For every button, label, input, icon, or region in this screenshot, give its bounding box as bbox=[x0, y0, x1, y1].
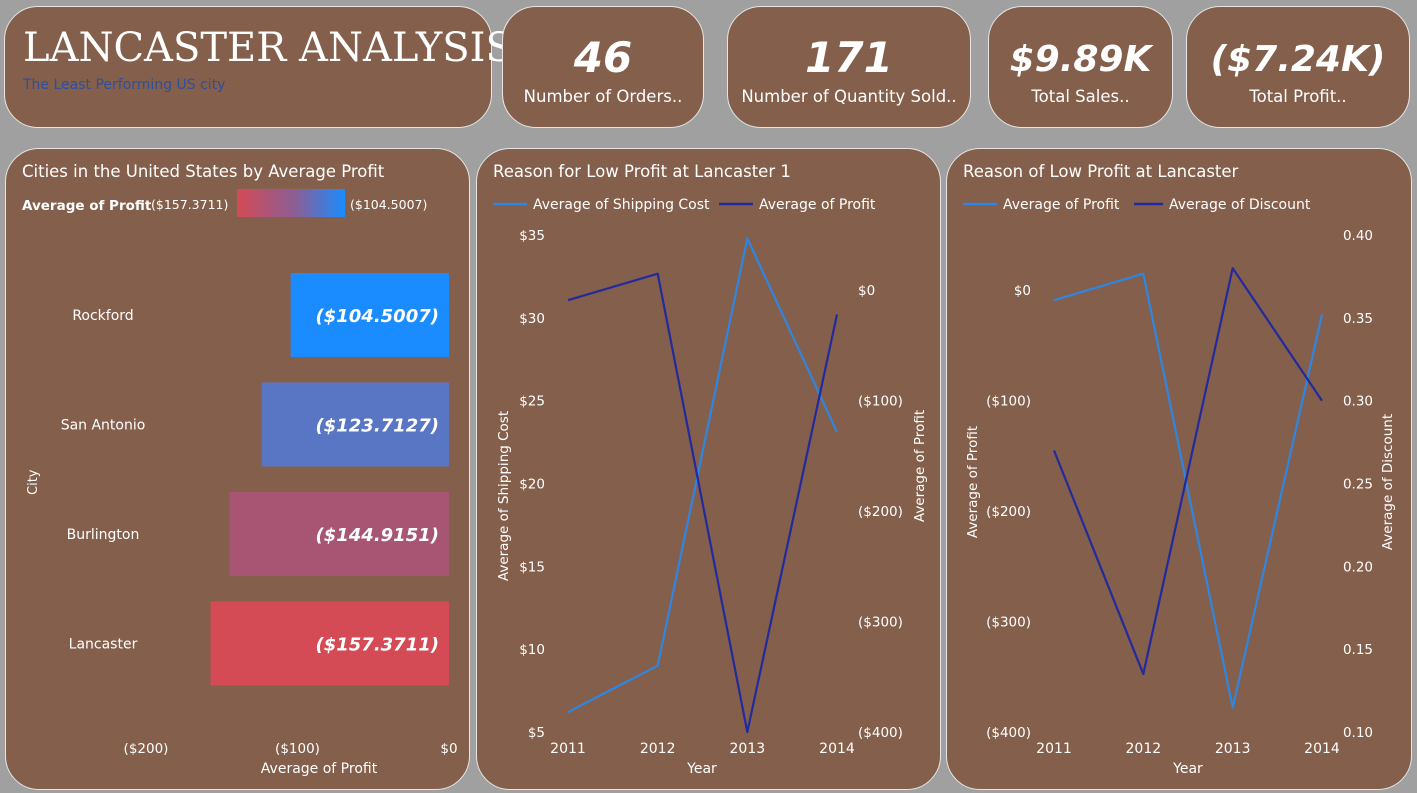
data-label: ($104.5007) bbox=[316, 306, 440, 327]
chart3-title: Reason of Low Profit at Lancaster bbox=[963, 162, 1239, 181]
kpi-profit-value: ($7.24K) bbox=[1210, 39, 1386, 80]
y-right-tick-label: ($100) bbox=[858, 394, 903, 410]
chart3-y-right-label: Average of Discount bbox=[1380, 414, 1396, 550]
bar-burlington[interactable] bbox=[229, 492, 449, 576]
y-tick-label: San Antonio bbox=[61, 418, 146, 434]
x-tick-label: 2012 bbox=[1126, 741, 1162, 757]
chart1-legend-max: ($104.5007) bbox=[350, 197, 427, 212]
kpi-card-orders[interactable]: 46 Number of Orders.. bbox=[502, 6, 704, 128]
bar-lancaster[interactable] bbox=[210, 601, 449, 686]
y-left-tick-label: $10 bbox=[519, 642, 545, 658]
chart2-x-axis-label: Year bbox=[686, 761, 717, 777]
kpi-orders-value: 46 bbox=[573, 33, 633, 82]
profit-discount-panel[interactable]: Reason of Low Profit at Lancaster Averag… bbox=[946, 148, 1412, 790]
y-left-tick-label: ($200) bbox=[986, 504, 1031, 520]
chart3-y-left-label: Average of Profit bbox=[965, 426, 981, 538]
y-right-tick-label: 0.25 bbox=[1343, 477, 1373, 493]
kpi-orders-label: Number of Orders.. bbox=[523, 87, 683, 106]
kpi-card-profit[interactable]: ($7.24K) Total Profit.. bbox=[1186, 6, 1410, 128]
y-right-tick-label: $0 bbox=[858, 283, 875, 299]
series-line-average-of-discount[interactable] bbox=[1052, 266, 1323, 676]
x-tick-label: 2011 bbox=[550, 741, 586, 757]
chart2-y-left-label: Average of Shipping Cost bbox=[496, 411, 512, 581]
x-tick-label: 2014 bbox=[819, 741, 855, 757]
chart1-x-axis-label: Average of Profit bbox=[261, 761, 378, 777]
title-card: LANCASTER ANALYSIS The Least Performing … bbox=[4, 6, 513, 128]
kpi-sales-label: Total Sales.. bbox=[1031, 87, 1130, 106]
y-right-tick-label: 0.35 bbox=[1343, 311, 1373, 327]
y-right-tick-label: 0.40 bbox=[1343, 228, 1373, 244]
x-tick-label: 2011 bbox=[1036, 741, 1072, 757]
chart1-legend-title: Average of Profit bbox=[22, 198, 152, 214]
city-profit-panel[interactable]: Cities in the United States by Average P… bbox=[5, 148, 470, 790]
kpi-sales-value: $9.89K bbox=[1009, 39, 1152, 80]
series-line-average-of-profit[interactable] bbox=[567, 272, 839, 734]
x-tick-label: $0 bbox=[440, 741, 457, 757]
chart3-x-axis-label: Year bbox=[1172, 761, 1203, 777]
kpi-card-quantity[interactable]: 171 Number of Quantity Sold.. bbox=[727, 6, 971, 128]
x-tick-label: 2012 bbox=[640, 741, 676, 757]
x-tick-label: 2013 bbox=[1215, 741, 1251, 757]
dashboard-title: LANCASTER ANALYSIS bbox=[23, 25, 513, 71]
chart3-legend-discount: Average of Discount bbox=[1169, 197, 1311, 213]
data-label: ($157.3711) bbox=[316, 635, 440, 656]
kpi-card-sales[interactable]: $9.89K Total Sales.. bbox=[988, 6, 1173, 128]
kpi-profit-label: Total Profit.. bbox=[1249, 87, 1347, 106]
data-label: ($123.7127) bbox=[316, 416, 440, 437]
y-left-tick-label: $30 bbox=[519, 311, 545, 327]
y-right-tick-label: ($300) bbox=[858, 615, 903, 631]
x-tick-label: 2013 bbox=[730, 741, 766, 757]
y-right-tick-label: 0.30 bbox=[1343, 394, 1373, 410]
y-right-tick-label: ($200) bbox=[858, 504, 903, 520]
chart2-title: Reason for Low Profit at Lancaster 1 bbox=[493, 162, 791, 181]
profit-discount-line-chart[interactable]: Reason of Low Profit at Lancaster Averag… bbox=[947, 149, 1413, 791]
bar-rockford[interactable] bbox=[290, 273, 449, 357]
y-left-tick-label: $0 bbox=[1014, 283, 1031, 299]
chart1-title: Cities in the United States by Average P… bbox=[22, 162, 385, 181]
chart2-y-right-label: Average of Profit bbox=[912, 410, 928, 522]
x-tick-label: ($100) bbox=[275, 741, 320, 757]
chart2-legend-shipping: Average of Shipping Cost bbox=[533, 197, 710, 213]
y-left-tick-label: ($100) bbox=[986, 394, 1031, 410]
y-tick-label: Rockford bbox=[72, 308, 133, 324]
y-right-tick-label: 0.20 bbox=[1343, 559, 1373, 575]
y-tick-label: Lancaster bbox=[69, 637, 138, 653]
y-left-tick-label: $15 bbox=[519, 559, 545, 575]
chart2-legend-profit: Average of Profit bbox=[759, 197, 876, 213]
data-label: ($144.9151) bbox=[316, 525, 440, 546]
x-tick-label: 2014 bbox=[1304, 741, 1340, 757]
y-left-tick-label: $20 bbox=[519, 477, 545, 493]
y-left-tick-label: $35 bbox=[519, 228, 545, 244]
y-right-tick-label: ($400) bbox=[858, 725, 903, 741]
x-tick-label: ($200) bbox=[124, 741, 169, 757]
chart1-y-axis-label: City bbox=[26, 469, 41, 495]
y-right-tick-label: 0.15 bbox=[1343, 642, 1373, 658]
y-left-tick-label: ($300) bbox=[986, 615, 1031, 631]
series-line-average-of-shipping-cost[interactable] bbox=[567, 237, 838, 714]
y-left-tick-label: ($400) bbox=[986, 725, 1031, 741]
y-tick-label: Burlington bbox=[67, 527, 140, 543]
bar-san-antonio[interactable] bbox=[261, 382, 449, 467]
city-profit-bar-chart[interactable]: Cities in the United States by Average P… bbox=[6, 149, 471, 791]
kpi-quantity-value: 171 bbox=[805, 33, 893, 82]
chart3-legend-profit: Average of Profit bbox=[1003, 197, 1120, 213]
shipping-profit-line-chart[interactable]: Reason for Low Profit at Lancaster 1 Ave… bbox=[477, 149, 942, 791]
kpi-quantity-label: Number of Quantity Sold.. bbox=[741, 87, 957, 106]
shipping-profit-panel[interactable]: Reason for Low Profit at Lancaster 1 Ave… bbox=[476, 148, 941, 790]
dashboard-subtitle: The Least Performing US city bbox=[23, 77, 226, 93]
chart1-legend-min: ($157.3711) bbox=[151, 197, 228, 212]
series-line-average-of-profit[interactable] bbox=[1053, 272, 1324, 709]
chart1-legend-gradient bbox=[237, 189, 345, 217]
y-left-tick-label: $5 bbox=[528, 725, 545, 741]
y-right-tick-label: 0.10 bbox=[1343, 725, 1373, 741]
y-left-tick-label: $25 bbox=[519, 394, 545, 410]
